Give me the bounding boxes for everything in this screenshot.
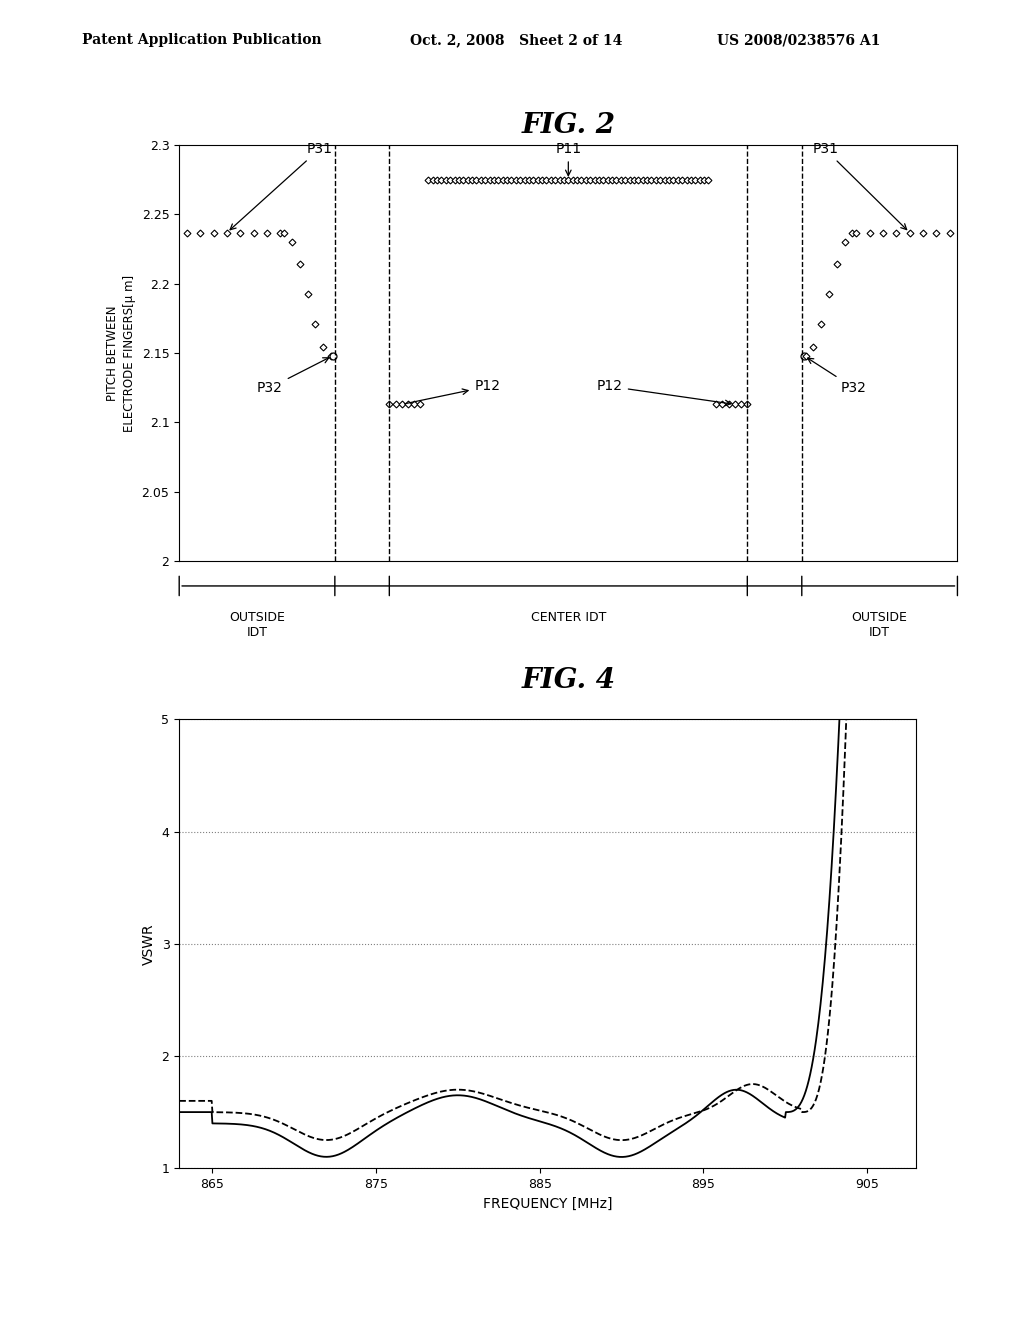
Text: P31: P31: [230, 143, 332, 230]
Text: P12: P12: [404, 379, 501, 404]
Text: Patent Application Publication: Patent Application Publication: [82, 33, 322, 48]
Text: OUTSIDE
IDT: OUTSIDE IDT: [229, 611, 285, 639]
Text: Oct. 2, 2008   Sheet 2 of 14: Oct. 2, 2008 Sheet 2 of 14: [410, 33, 622, 48]
Text: P11: P11: [555, 143, 582, 176]
Text: P12: P12: [597, 379, 731, 405]
Text: P32: P32: [808, 358, 866, 395]
Y-axis label: PITCH BETWEEN
ELECTRODE FINGERS[μ m]: PITCH BETWEEN ELECTRODE FINGERS[μ m]: [106, 275, 136, 432]
Text: OUTSIDE
IDT: OUTSIDE IDT: [852, 611, 907, 639]
Text: P31: P31: [812, 143, 906, 230]
Text: FIG. 4: FIG. 4: [521, 667, 615, 693]
X-axis label: FREQUENCY [MHz]: FREQUENCY [MHz]: [483, 1196, 612, 1210]
Y-axis label: VSWR: VSWR: [142, 923, 156, 965]
Text: P32: P32: [257, 358, 329, 395]
Text: US 2008/0238576 A1: US 2008/0238576 A1: [717, 33, 881, 48]
Text: FIG. 2: FIG. 2: [521, 112, 615, 139]
Text: CENTER IDT: CENTER IDT: [530, 611, 606, 624]
